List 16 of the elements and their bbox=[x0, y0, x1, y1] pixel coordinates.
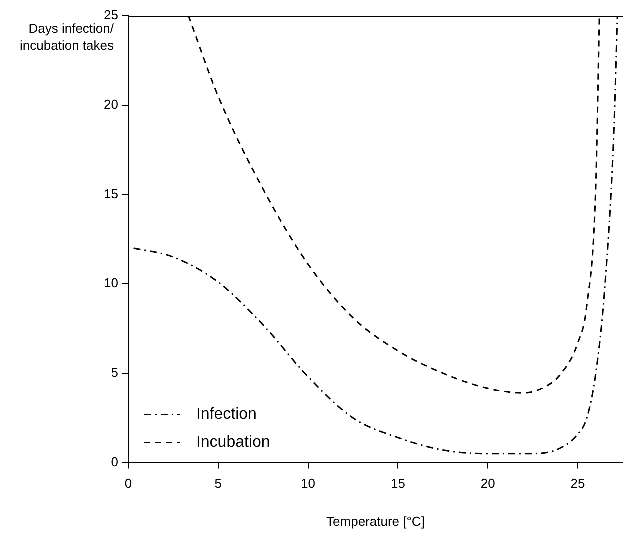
y-tick-label: 0 bbox=[111, 454, 118, 470]
legend-label: Infection bbox=[196, 406, 257, 424]
x-tick-label: 0 bbox=[124, 476, 132, 492]
x-tick-label: 20 bbox=[480, 476, 496, 492]
x-axis-title: Temperature [°C] bbox=[326, 514, 425, 529]
y-tick-label: 10 bbox=[104, 276, 118, 291]
x-tick-label: 5 bbox=[214, 476, 222, 492]
y-tick-label: 25 bbox=[104, 8, 118, 23]
x-tick-label: 10 bbox=[301, 476, 316, 492]
y-tick-label: 5 bbox=[111, 365, 118, 380]
x-tick-label: 25 bbox=[570, 476, 586, 492]
y-axis-title: Days infection/ incubation takes bbox=[19, 20, 114, 54]
legend-label: Incubation bbox=[196, 434, 270, 452]
y-tick-label: 20 bbox=[104, 96, 118, 112]
y-tick-label: 15 bbox=[104, 186, 118, 202]
x-tick-label: 15 bbox=[390, 476, 406, 492]
